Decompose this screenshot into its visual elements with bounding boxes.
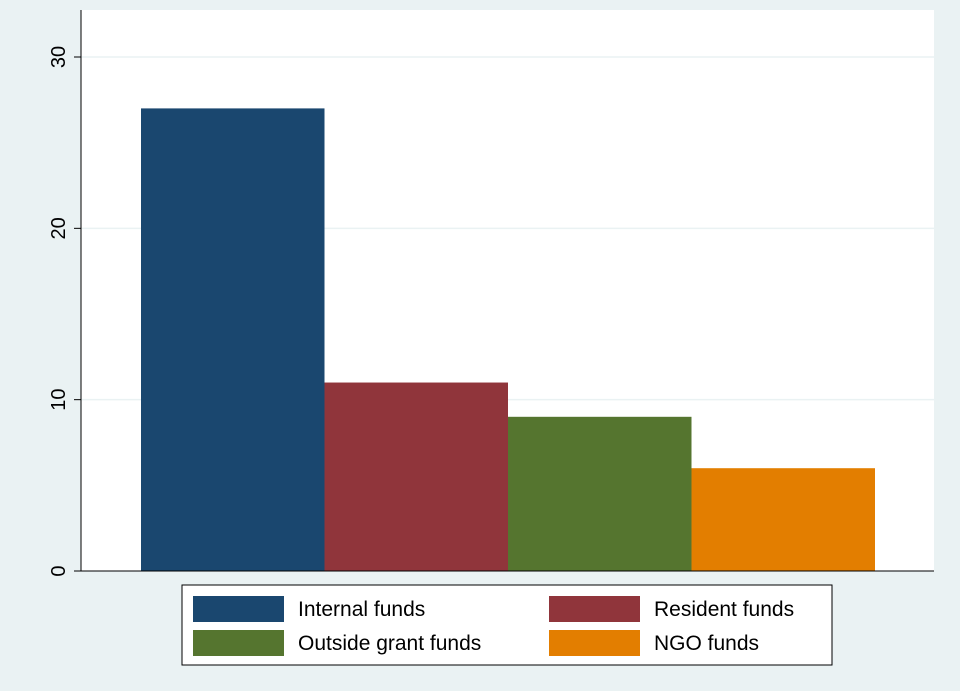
legend-swatch — [193, 596, 284, 622]
y-tick-label: 20 — [48, 217, 70, 239]
legend-label: Internal funds — [298, 598, 425, 621]
legend-label: Resident funds — [654, 598, 794, 621]
legend: Internal funds Resident funds Outside gran… — [181, 584, 833, 666]
y-tick-label: 30 — [48, 46, 70, 68]
legend-label: NGO funds — [654, 632, 759, 655]
y-tick-label: 0 — [48, 565, 70, 576]
bar — [141, 108, 325, 572]
legend-swatch — [549, 630, 640, 656]
bar — [324, 382, 508, 571]
y-axis-ticks: 0 10 20 30 — [48, 46, 81, 577]
y-tick-label: 10 — [48, 389, 70, 411]
legend-swatch — [193, 630, 284, 656]
bars — [141, 108, 875, 572]
legend-box — [181, 584, 833, 666]
legend-swatch — [549, 596, 640, 622]
bar — [508, 416, 692, 571]
legend-label: Outside grant funds — [298, 632, 481, 655]
bar — [691, 468, 875, 571]
